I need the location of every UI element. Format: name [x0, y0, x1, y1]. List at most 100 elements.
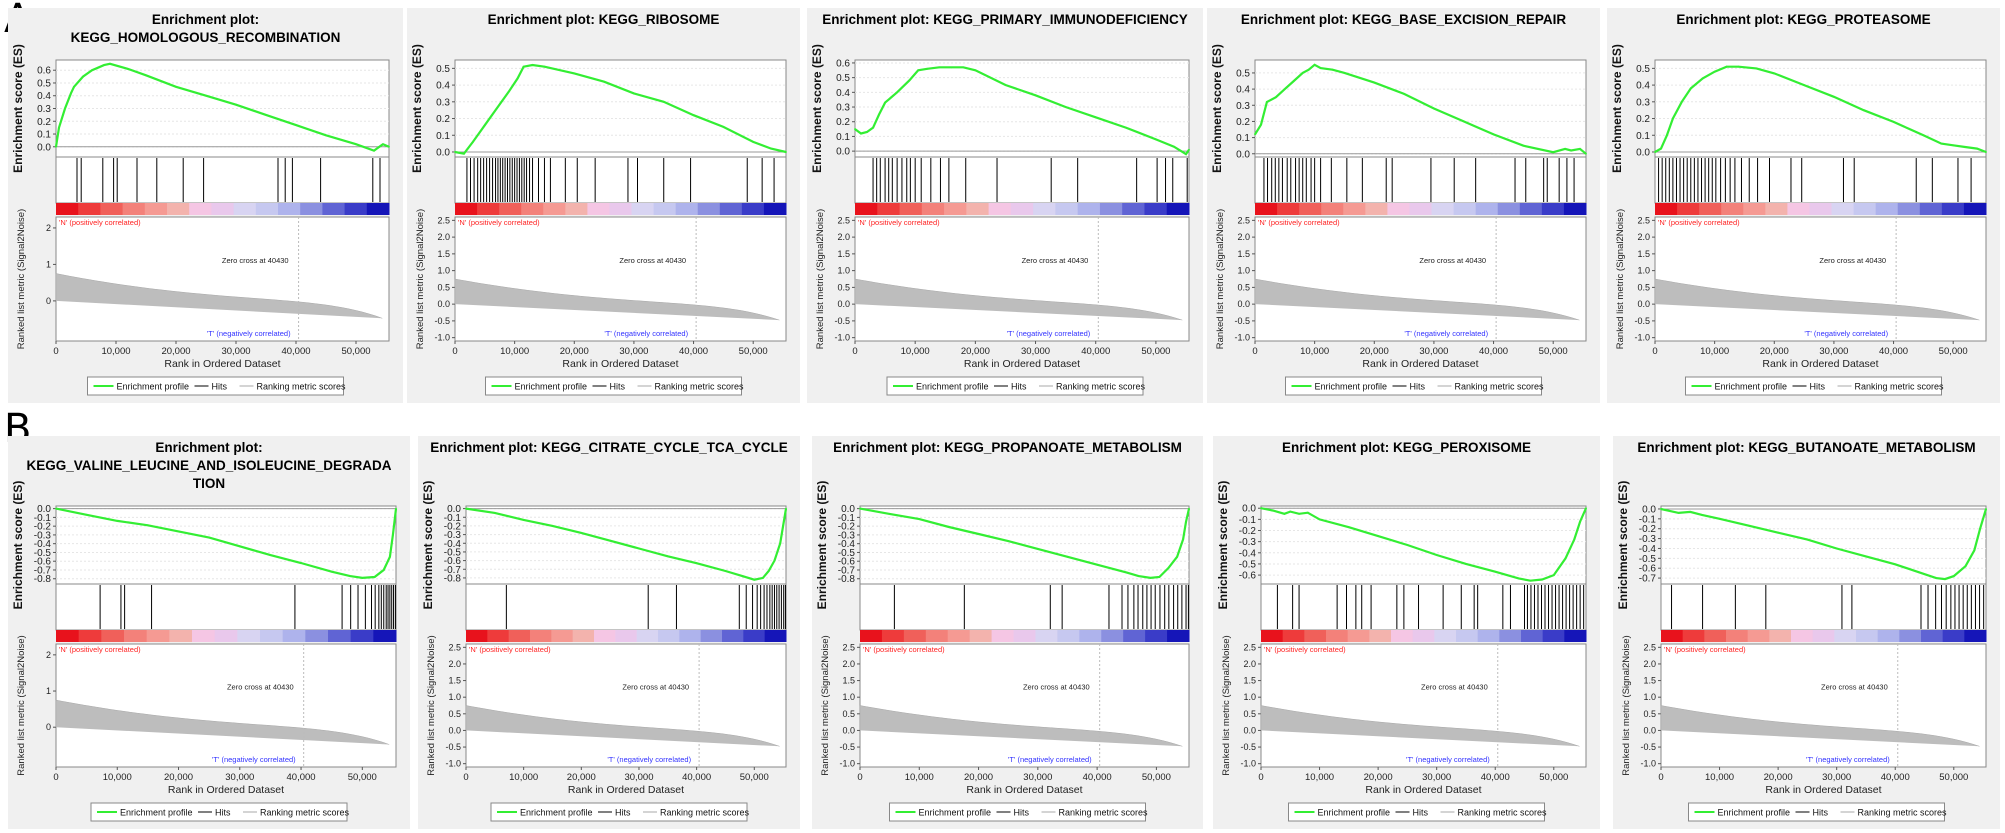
metric-tick-label: -1.0	[1234, 333, 1250, 343]
metric-tick-label: 0.5	[437, 282, 450, 292]
enrichment-point	[1570, 149, 1572, 152]
x-axis-label: Rank in Ordered Dataset	[1365, 784, 1481, 796]
x-tick-label: 0	[1258, 772, 1263, 783]
enrichment-point	[1952, 575, 1955, 578]
enrichment-point	[762, 577, 764, 579]
enrichment-point	[1747, 524, 1750, 527]
ranking-color-band	[1721, 203, 1744, 215]
enrichment-point	[1579, 520, 1582, 523]
ranking-color-band	[551, 630, 574, 642]
ranking-color-band	[1101, 630, 1124, 642]
enrichment-point	[1283, 512, 1286, 515]
enrichment-point	[866, 131, 868, 133]
x-tick-label: 0	[852, 346, 857, 357]
enrichment-point	[58, 126, 60, 129]
es-tick-label: 0.3	[836, 103, 850, 114]
x-tick-label: 50,000	[1539, 772, 1568, 783]
metric-tick-label: -1.0	[434, 333, 450, 343]
ranking-color-band	[214, 630, 238, 642]
ranking-color-band	[373, 630, 397, 642]
enrichment-point	[1435, 554, 1438, 556]
enrichment-plot-svg: Enrichment plot: KEGG_PROPANOATE_METABOL…	[815, 440, 1191, 822]
enrichment-point	[1492, 133, 1495, 136]
ranking-color-band	[966, 203, 990, 215]
enrichment-point	[1149, 576, 1152, 579]
es-tick-label: -0.3	[1639, 534, 1657, 545]
ranking-metric-area	[55, 699, 390, 745]
x-tick-label: 20,000	[961, 346, 990, 357]
ranking-color-band	[1497, 203, 1521, 215]
es-tick-label: 0.2	[1636, 114, 1650, 125]
enrichment-point	[918, 518, 921, 521]
enrichment-point	[1979, 527, 1982, 530]
es-tick-label: -0.2	[444, 521, 462, 532]
x-tick-label: 30,000	[1422, 772, 1451, 783]
es-tick-label: -0.6	[34, 557, 52, 568]
enrichment-plot-panel: Enrichment plot: KEGG_PROPANOATE_METABOL…	[812, 436, 1203, 829]
ranking-color-band	[1661, 630, 1684, 642]
ranking-color-band	[631, 203, 655, 215]
enrichment-plot-panel: Enrichment plot: KEGG_PRIMARY_IMMUNODEFI…	[807, 8, 1203, 403]
enrichment-point	[1529, 579, 1532, 582]
ranking-color-band	[124, 630, 148, 642]
metric-tick-label: 1.5	[448, 676, 461, 686]
enrichment-point	[1755, 67, 1758, 70]
metric-tick-label: 1.5	[1237, 249, 1250, 259]
legend-enrichment-label: Enrichment profile	[120, 808, 193, 818]
ranking-color-band	[101, 630, 125, 642]
enrichment-point	[872, 126, 874, 129]
enrichment-point	[522, 518, 525, 521]
legend-box	[490, 802, 748, 822]
ranking-color-band	[1743, 203, 1766, 215]
enrichment-point	[543, 65, 546, 68]
ranking-color-band	[1343, 203, 1366, 215]
enrichment-point	[103, 64, 105, 67]
enrichment-point	[465, 507, 467, 510]
enrichment-point	[64, 107, 66, 110]
legend-enrichment-label: Enrichment profile	[1715, 382, 1788, 392]
negative-correlation-label: 'T' (negatively correlated)	[1806, 755, 1890, 764]
ranking-color-band	[1456, 630, 1479, 642]
enrichment-point	[1462, 120, 1465, 123]
enrichment-profile-line	[54, 62, 390, 152]
enrichment-point	[1377, 535, 1380, 537]
metric-tick-label: 1.5	[837, 249, 850, 259]
metric-tick-label: 2.0	[1237, 232, 1250, 242]
metric-tick-label: 1.0	[1637, 266, 1650, 276]
enrichment-point	[1298, 512, 1300, 515]
es-tick-label: 0.2	[836, 117, 850, 128]
x-axis-label: Rank in Ordered Dataset	[966, 784, 1082, 796]
ranking-color-band	[1477, 630, 1500, 642]
enrichment-point	[1173, 145, 1175, 148]
ranking-color-band	[1964, 630, 1987, 642]
ranking-color-band	[764, 630, 787, 642]
legend-hits-label: Hits	[1410, 382, 1426, 392]
enrichment-point	[1737, 65, 1740, 68]
enrichment-point	[1701, 77, 1704, 80]
ranking-color-band	[56, 630, 80, 642]
enrichment-point	[785, 151, 787, 153]
metric-tick-label: -0.5	[1634, 316, 1650, 326]
ranking-color-band	[344, 203, 368, 215]
positive-correlation-label: 'N' (positively correlated)	[458, 218, 540, 227]
es-axis-label: Enrichment score (ES)	[1610, 44, 1624, 173]
es-tick-label: 0.4	[436, 81, 450, 92]
metric-plot-area	[1260, 643, 1587, 768]
positive-correlation-label: 'N' (positively correlated)	[1658, 218, 1740, 227]
enrichment-point	[1964, 146, 1967, 148]
legend-hits-label: Hits	[1014, 808, 1030, 818]
legend-enrichment-label: Enrichment profile	[1318, 808, 1391, 818]
es-tick-label: -0.2	[34, 522, 52, 533]
negative-correlation-label: 'T' (negatively correlated)	[212, 755, 296, 764]
ranking-color-band	[1057, 630, 1080, 642]
ranking-color-band	[609, 203, 633, 215]
enrichment-point	[1985, 151, 1987, 153]
ranking-color-band	[1347, 630, 1370, 642]
metric-tick-label: 2.5	[1243, 642, 1256, 652]
enrichment-point	[1944, 578, 1946, 580]
metric-axis-label: Ranked list metric (Signal2Noise)	[1221, 635, 1232, 775]
enrichment-point	[724, 570, 727, 572]
ranking-color-band	[1167, 630, 1190, 642]
negative-correlation-label: 'T' (negatively correlated)	[1804, 329, 1888, 338]
enrichment-point	[1725, 65, 1728, 68]
